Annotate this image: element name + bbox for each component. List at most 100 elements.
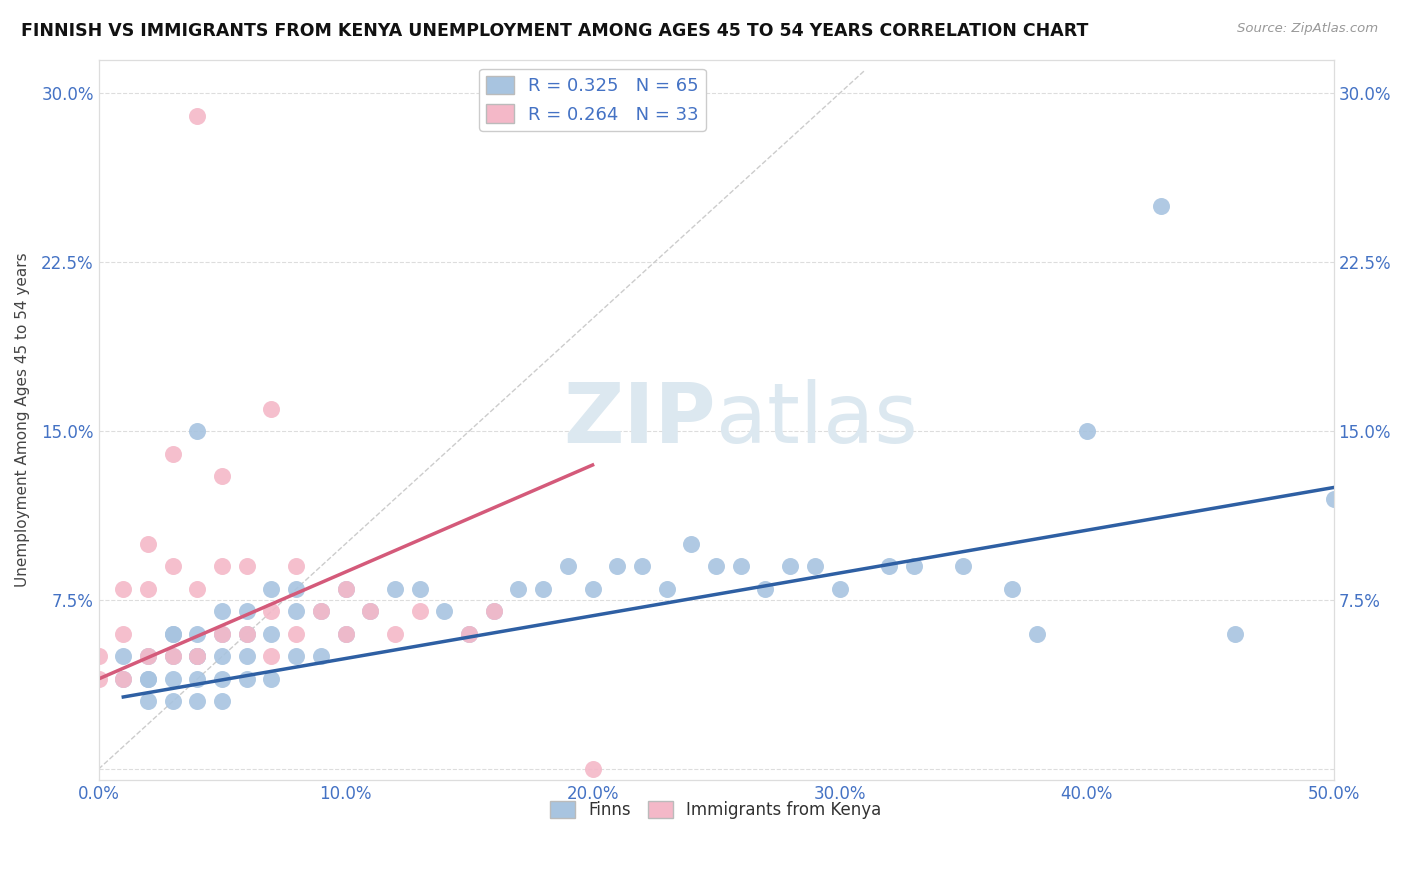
- Point: [1322, 491, 1344, 506]
- Point: [112, 649, 135, 664]
- Point: [112, 672, 135, 686]
- Legend: Finns, Immigrants from Kenya: Finns, Immigrants from Kenya: [544, 795, 889, 826]
- Point: [186, 649, 208, 664]
- Point: [804, 559, 827, 574]
- Text: atlas: atlas: [716, 379, 918, 460]
- Point: [877, 559, 900, 574]
- Text: ZIP: ZIP: [564, 379, 716, 460]
- Point: [186, 649, 208, 664]
- Point: [87, 649, 110, 664]
- Point: [309, 604, 332, 618]
- Point: [211, 649, 233, 664]
- Point: [557, 559, 579, 574]
- Text: FINNISH VS IMMIGRANTS FROM KENYA UNEMPLOYMENT AMONG AGES 45 TO 54 YEARS CORRELAT: FINNISH VS IMMIGRANTS FROM KENYA UNEMPLO…: [21, 22, 1088, 40]
- Point: [136, 694, 159, 708]
- Point: [136, 649, 159, 664]
- Point: [136, 649, 159, 664]
- Point: [754, 582, 776, 596]
- Text: Source: ZipAtlas.com: Source: ZipAtlas.com: [1237, 22, 1378, 36]
- Point: [211, 469, 233, 483]
- Point: [655, 582, 678, 596]
- Point: [952, 559, 974, 574]
- Point: [236, 672, 259, 686]
- Point: [236, 559, 259, 574]
- Point: [335, 627, 357, 641]
- Point: [285, 649, 308, 664]
- Point: [136, 672, 159, 686]
- Point: [730, 559, 752, 574]
- Point: [828, 582, 851, 596]
- Point: [433, 604, 456, 618]
- Point: [136, 672, 159, 686]
- Point: [335, 582, 357, 596]
- Point: [1223, 627, 1246, 641]
- Point: [309, 604, 332, 618]
- Point: [581, 582, 603, 596]
- Point: [260, 582, 283, 596]
- Point: [260, 649, 283, 664]
- Point: [236, 604, 259, 618]
- Point: [211, 604, 233, 618]
- Point: [162, 627, 184, 641]
- Point: [779, 559, 801, 574]
- Point: [260, 672, 283, 686]
- Point: [408, 604, 430, 618]
- Point: [384, 627, 406, 641]
- Point: [531, 582, 554, 596]
- Point: [285, 604, 308, 618]
- Point: [1026, 627, 1049, 641]
- Point: [162, 694, 184, 708]
- Point: [211, 694, 233, 708]
- Point: [458, 627, 481, 641]
- Point: [112, 627, 135, 641]
- Point: [260, 604, 283, 618]
- Point: [186, 582, 208, 596]
- Point: [112, 672, 135, 686]
- Point: [162, 649, 184, 664]
- Point: [285, 559, 308, 574]
- Point: [186, 424, 208, 438]
- Point: [162, 447, 184, 461]
- Point: [408, 582, 430, 596]
- Point: [162, 559, 184, 574]
- Y-axis label: Unemployment Among Ages 45 to 54 years: Unemployment Among Ages 45 to 54 years: [15, 252, 30, 587]
- Point: [87, 672, 110, 686]
- Point: [1076, 424, 1098, 438]
- Point: [704, 559, 727, 574]
- Point: [236, 649, 259, 664]
- Point: [211, 672, 233, 686]
- Point: [162, 627, 184, 641]
- Point: [186, 109, 208, 123]
- Point: [309, 649, 332, 664]
- Point: [681, 537, 703, 551]
- Point: [581, 762, 603, 776]
- Point: [285, 582, 308, 596]
- Point: [186, 672, 208, 686]
- Point: [606, 559, 628, 574]
- Point: [458, 627, 481, 641]
- Point: [359, 604, 381, 618]
- Point: [211, 627, 233, 641]
- Point: [482, 604, 505, 618]
- Point: [335, 627, 357, 641]
- Point: [285, 627, 308, 641]
- Point: [384, 582, 406, 596]
- Point: [508, 582, 530, 596]
- Point: [136, 537, 159, 551]
- Point: [211, 559, 233, 574]
- Point: [186, 627, 208, 641]
- Point: [1001, 582, 1024, 596]
- Point: [162, 672, 184, 686]
- Point: [236, 627, 259, 641]
- Point: [162, 649, 184, 664]
- Point: [903, 559, 925, 574]
- Point: [136, 582, 159, 596]
- Point: [211, 627, 233, 641]
- Point: [186, 649, 208, 664]
- Point: [236, 627, 259, 641]
- Point: [260, 401, 283, 416]
- Point: [260, 627, 283, 641]
- Point: [335, 582, 357, 596]
- Point: [359, 604, 381, 618]
- Point: [186, 694, 208, 708]
